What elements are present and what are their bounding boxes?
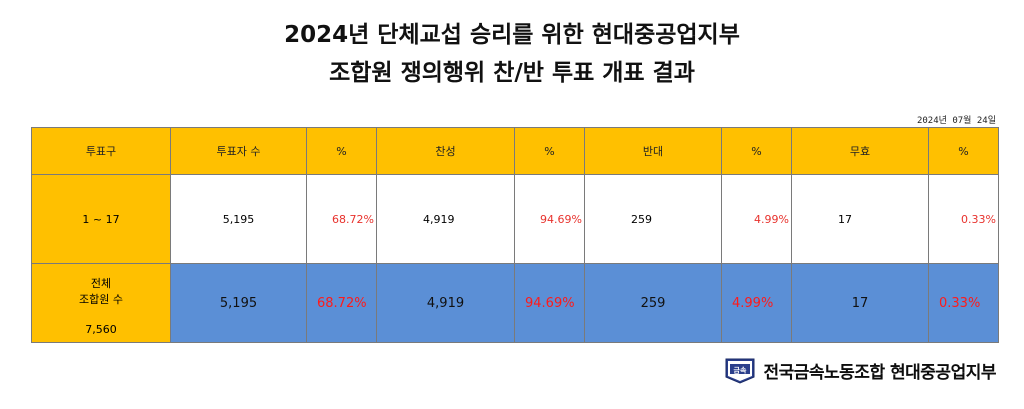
- report-date: 2024년 07월 24일: [916, 116, 996, 126]
- cell-invalid: 17: [791, 174, 929, 264]
- cell-total-yes-pct: 94.69%: [514, 263, 585, 343]
- cell-voters: 5,195: [170, 174, 307, 264]
- cell-total-no: 259: [584, 263, 722, 343]
- header-district: 투표구: [31, 127, 171, 175]
- cell-total-yes: 4,919: [376, 263, 515, 343]
- header-invalid-pct: %: [928, 127, 999, 175]
- cell-district: 1 ~ 17: [31, 174, 171, 264]
- cell-total-members: 전체 조합원 수 7,560: [31, 263, 171, 343]
- cell-total-voters: 5,195: [170, 263, 307, 343]
- total-members-label-line1: 전체: [90, 277, 112, 290]
- cell-invalid-pct: 0.33%: [928, 174, 999, 264]
- header-no: 반대: [584, 127, 722, 175]
- header-yes-pct: %: [514, 127, 585, 175]
- logo-text: 금속: [734, 366, 747, 375]
- cell-no-pct: 4.99%: [721, 174, 792, 264]
- cell-total-voters-pct: 68.72%: [306, 263, 377, 343]
- cell-no: 259: [584, 174, 722, 264]
- union-logo-icon: 금속: [725, 358, 755, 384]
- cell-voters-pct: 68.72%: [306, 174, 377, 264]
- header-voters-pct: %: [306, 127, 377, 175]
- page-title-line2: 조합원 쟁의행위 찬/반 투표 개표 결과: [329, 60, 695, 86]
- cell-total-invalid-pct: 0.33%: [928, 263, 999, 343]
- cell-yes-pct: 94.69%: [514, 174, 585, 264]
- header-voters: 투표자 수: [170, 127, 307, 175]
- cell-total-no-pct: 4.99%: [721, 263, 792, 343]
- cell-yes: 4,919: [376, 174, 515, 264]
- page-title-line1: 2024년 단체교섭 승리를 위한 현대중공업지부: [284, 22, 740, 48]
- header-no-pct: %: [721, 127, 792, 175]
- cell-total-invalid: 17: [791, 263, 929, 343]
- header-yes: 찬성: [376, 127, 515, 175]
- table-row: 1 ~ 17 5,195 68.72% 4,919 94.69% 259 4.9…: [31, 174, 999, 264]
- table-row-total: 전체 조합원 수 7,560 5,195 68.72% 4,919 94.69%…: [31, 263, 999, 343]
- total-members-count: 7,560: [85, 323, 117, 336]
- footer-branding: 금속 전국금속노동조합 현대중공업지부: [723, 353, 996, 387]
- vote-results-table: 투표구 투표자 수 % 찬성 % 반대 % 무효 % 1 ~ 17 5,195 …: [31, 127, 999, 343]
- table-header-row: 투표구 투표자 수 % 찬성 % 반대 % 무효 %: [31, 127, 999, 175]
- header-invalid: 무효: [791, 127, 929, 175]
- total-members-label-line2: 조합원 수: [79, 293, 123, 306]
- organization-name: 전국금속노동조합 현대중공업지부: [763, 362, 996, 383]
